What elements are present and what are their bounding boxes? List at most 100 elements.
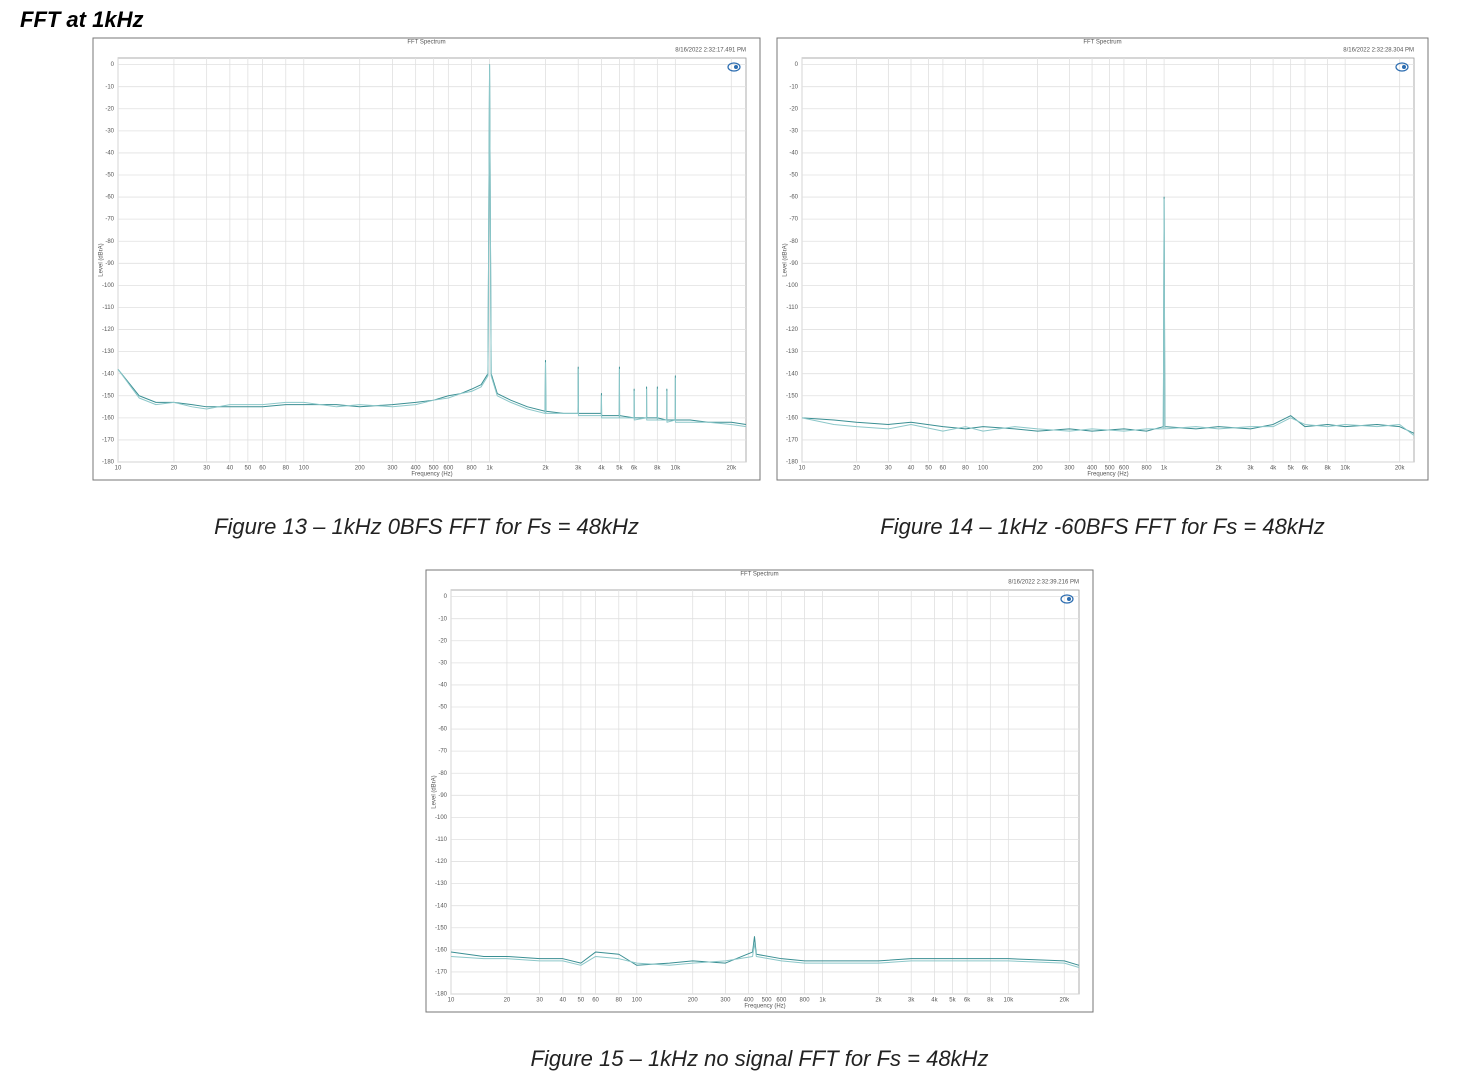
y-tick-label: -80 [105, 239, 114, 245]
x-axis-label: Frequency (Hz) [411, 472, 452, 478]
x-tick-label: 20k [1395, 466, 1406, 472]
chart-title: FFT Spectrum [407, 40, 445, 46]
x-tick-label: 10 [448, 998, 455, 1004]
timestamp: 8/16/2022 2:32:28.304 PM [1343, 48, 1414, 54]
x-tick-label: 2k [542, 466, 549, 472]
x-tick-label: 20k [726, 466, 737, 472]
y-tick-label: -40 [438, 683, 447, 689]
y-tick-label: -130 [435, 881, 448, 887]
x-tick-label: 8k [987, 998, 994, 1004]
y-tick-label: -70 [789, 217, 798, 223]
x-tick-label: 40 [227, 466, 234, 472]
x-tick-label: 20k [1059, 998, 1070, 1004]
x-tick-label: 400 [411, 466, 422, 472]
y-tick-label: -50 [789, 173, 798, 179]
x-tick-label: 40 [908, 466, 915, 472]
x-tick-label: 200 [1033, 466, 1044, 472]
x-tick-label: 8k [654, 466, 661, 472]
x-tick-label: 600 [1119, 466, 1130, 472]
x-tick-label: 5k [949, 998, 956, 1004]
y-tick-label: -60 [789, 195, 798, 201]
spectrum-line [801, 198, 1415, 436]
x-tick-label: 6k [964, 998, 971, 1004]
logo [1060, 594, 1074, 604]
y-tick-label: -20 [789, 106, 798, 112]
x-tick-label: 10 [115, 466, 122, 472]
x-tick-label: 800 [467, 466, 478, 472]
x-tick-label: 50 [925, 466, 932, 472]
x-tick-label: 300 [1064, 466, 1075, 472]
y-tick-label: -40 [789, 151, 798, 157]
x-tick-label: 10k [1004, 998, 1015, 1004]
timestamp: 8/16/2022 2:32:17.491 PM [675, 48, 746, 54]
figure-caption: Figure 15 – 1kHz no signal FFT for Fs = … [531, 1046, 989, 1071]
y-tick-label: -30 [789, 128, 798, 134]
y-tick-label: -120 [435, 859, 448, 865]
y-tick-label: 0 [111, 62, 115, 68]
plot-area [117, 57, 747, 463]
x-tick-label: 300 [387, 466, 398, 472]
x-tick-label: 6k [1302, 466, 1309, 472]
y-tick-label: -110 [435, 837, 447, 843]
y-tick-label: -80 [789, 239, 798, 245]
x-tick-label: 200 [355, 466, 366, 472]
x-tick-label: 20 [171, 466, 178, 472]
x-tick-label: 80 [282, 466, 289, 472]
spectrum-line [117, 64, 747, 425]
x-tick-label: 30 [536, 998, 543, 1004]
y-tick-label: -140 [435, 903, 448, 909]
x-tick-label: 100 [978, 466, 989, 472]
spectrum-line [450, 936, 1080, 966]
y-tick-label: -40 [105, 151, 114, 157]
chart: FFT Spectrum 8/16/2022 2:32:39.216 PM 0 -10… [425, 569, 1094, 1071]
x-tick-label: 2k [1215, 466, 1222, 472]
y-tick-label: -70 [438, 749, 447, 755]
x-tick-label: 400 [1087, 466, 1098, 472]
x-tick-label: 20 [504, 998, 511, 1004]
y-tick-label: -80 [438, 771, 447, 777]
y-axis-label: Level (dBrA) [432, 775, 438, 808]
chart: FFT Spectrum 8/16/2022 2:32:28.304 PM 0 -10… [776, 37, 1429, 539]
y-tick-label: -20 [438, 638, 447, 644]
logo-dot [734, 65, 738, 69]
y-tick-label: -170 [786, 438, 799, 444]
x-tick-label: 600 [443, 466, 454, 472]
y-tick-label: -70 [105, 217, 114, 223]
chart-title: FFT Spectrum [1083, 40, 1121, 46]
y-tick-label: -10 [438, 616, 447, 622]
y-tick-label: -50 [105, 173, 114, 179]
x-tick-label: 6k [631, 466, 638, 472]
x-tick-label: 10 [799, 466, 806, 472]
spectrum-line [117, 64, 747, 428]
spectrum-line [450, 942, 1080, 968]
chart-title: FFT Spectrum [740, 572, 778, 578]
y-tick-label: -130 [102, 349, 115, 355]
x-tick-label: 500 [762, 998, 773, 1004]
logo [727, 62, 741, 72]
x-tick-label: 3k [908, 998, 915, 1004]
y-tick-label: -120 [102, 327, 115, 333]
y-tick-label: -100 [786, 283, 799, 289]
y-tick-label: -60 [105, 195, 114, 201]
x-axis-label: Frequency (Hz) [744, 1004, 785, 1010]
y-tick-label: -160 [435, 947, 448, 953]
x-tick-label: 50 [578, 998, 585, 1004]
x-tick-label: 600 [776, 998, 787, 1004]
x-tick-label: 10k [1340, 466, 1351, 472]
y-tick-label: -170 [102, 438, 115, 444]
x-tick-label: 40 [560, 998, 567, 1004]
y-tick-label: -140 [786, 371, 799, 377]
x-tick-label: 1k [486, 466, 493, 472]
x-tick-label: 3k [575, 466, 582, 472]
y-axis-label: Level (dBrA) [783, 243, 789, 276]
y-tick-label: -30 [105, 128, 114, 134]
y-tick-label: -180 [786, 460, 799, 466]
x-tick-label: 80 [962, 466, 969, 472]
x-tick-label: 1k [819, 998, 826, 1004]
x-tick-label: 400 [744, 998, 755, 1004]
section-heading: FFT at 1kHz [20, 7, 143, 32]
x-tick-label: 30 [885, 466, 892, 472]
x-tick-label: 50 [245, 466, 252, 472]
x-tick-label: 100 [632, 998, 643, 1004]
